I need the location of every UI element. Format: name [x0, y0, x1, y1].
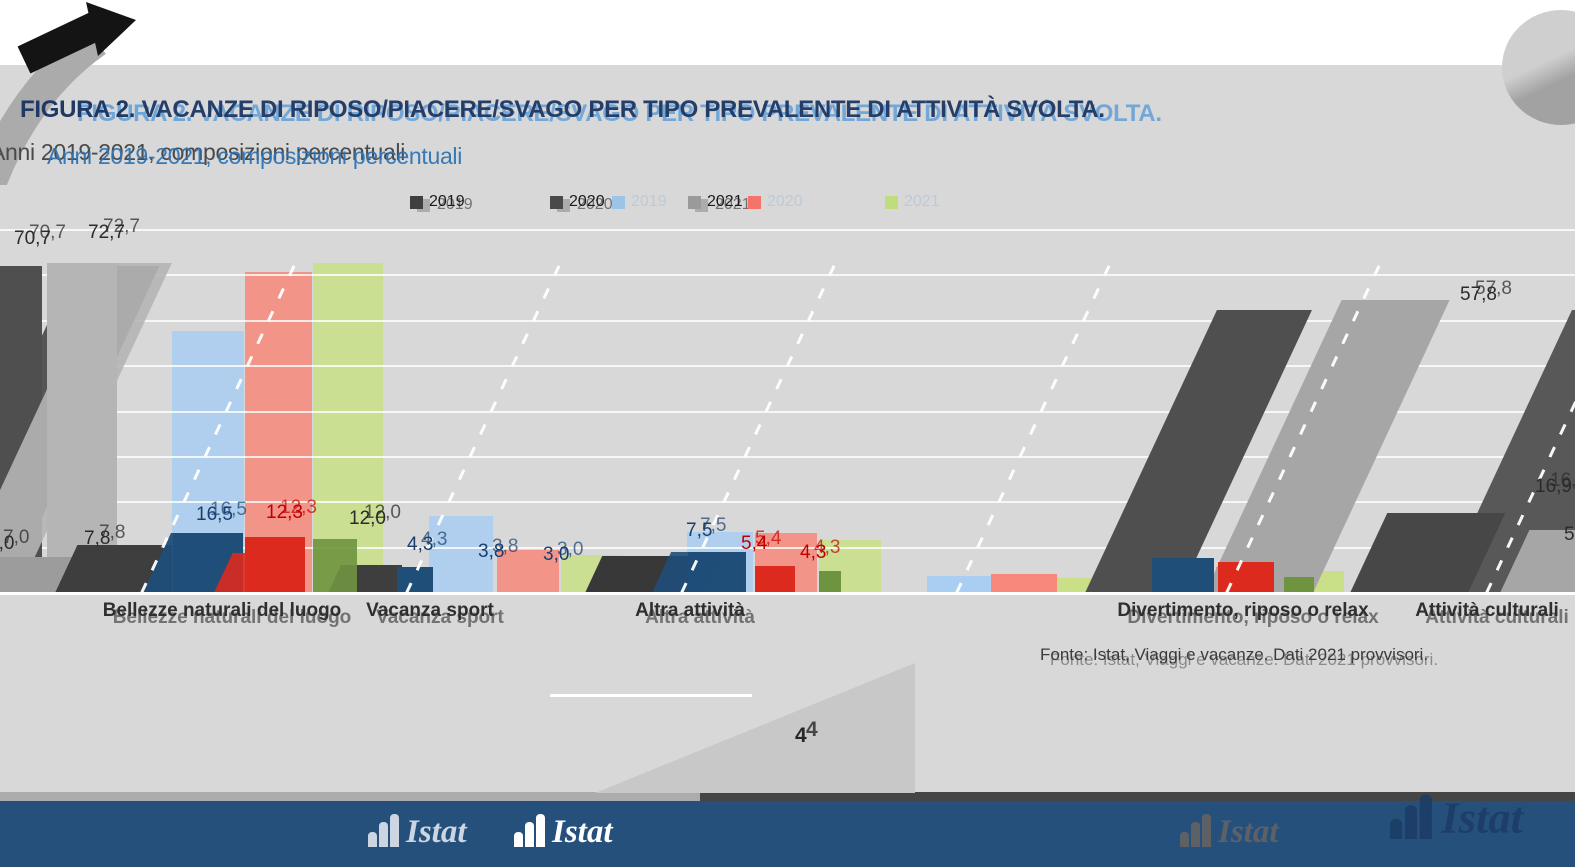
- ghost-axis-line: [550, 694, 752, 697]
- figure-title-text: VACANZE DI RIPOSO/PIACERE/SVAGO PER TIPO…: [135, 96, 1105, 123]
- istat-logo-ghost-icon: Istat: [368, 814, 467, 850]
- figure-title-ghost: FIGURA 2. VACANZE DI RIPOSO/PIACERE/SVAG…: [77, 100, 1162, 128]
- bar: [313, 263, 383, 593]
- legend-swatch: [885, 195, 898, 209]
- bar: [755, 566, 795, 593]
- gridline-30: [0, 455, 1575, 458]
- value-label: 16,9: [1535, 476, 1572, 497]
- legend-item-2020: 2020: [550, 193, 605, 211]
- istat-logo-word: Istat: [1441, 794, 1524, 844]
- gridline-10: [0, 546, 1575, 549]
- legend-swatch: [688, 195, 701, 209]
- legend-swatch: [612, 195, 625, 209]
- legend-item-2019: 2019: [410, 193, 465, 211]
- figure-subtitle-ghost: Anni 2019-2021, composizioni percentuali: [0, 139, 406, 165]
- figure-label-ghost: FIGURA 2.: [77, 100, 193, 127]
- legend-item-2020-ghost: 2020: [748, 193, 803, 211]
- legend-label: 2021: [904, 193, 940, 210]
- page-number: 4: [795, 724, 807, 747]
- value-label: 16,5: [196, 504, 233, 525]
- category-label: Bellezze naturali del luogo: [102, 600, 342, 621]
- legend-swatch: [550, 195, 563, 209]
- x-axis-line: [0, 592, 1575, 595]
- value-label: 12,0: [349, 508, 386, 529]
- gridline-60: [0, 319, 1575, 322]
- istat-logo-bars: [514, 814, 545, 847]
- bar: [313, 539, 357, 593]
- bar: [497, 550, 559, 593]
- istat-logo-bars: [368, 814, 399, 847]
- legend-item-2021: 2021: [688, 193, 743, 211]
- figure-title-text-ghost: VACANZE DI RIPOSO/PIACERE/SVAGO PER TIPO…: [192, 100, 1162, 127]
- istat-corner-swoosh-icon: [0, 0, 165, 198]
- bar: [991, 574, 1057, 593]
- category-label: Attività culturali: [1415, 600, 1559, 621]
- value-label: 5: [1564, 524, 1575, 545]
- bar: [429, 516, 493, 593]
- legend-label: 2019: [429, 193, 465, 210]
- istat-logo-gray-icon: Istat: [1180, 814, 1279, 850]
- footer-banner: VIAGGI E VACANZE IN ITALIA E ALL'ESTERO …: [0, 801, 1575, 867]
- istat-logo-word: Istat: [552, 814, 613, 850]
- bar: [1284, 577, 1314, 593]
- gridline-20: [0, 501, 1575, 504]
- value-label: 3,8: [478, 541, 505, 562]
- legend-label: 2019: [631, 193, 667, 210]
- value-label: 12,3: [266, 502, 303, 523]
- legend-swatch: [410, 195, 423, 209]
- value-label: 7,5: [686, 520, 713, 541]
- legend-swatch: [748, 195, 761, 209]
- chart-legend: 2019 2020 2021 2019 2020 2021: [0, 193, 1575, 215]
- istat-logo-navy-ghost-icon: Istat: [1390, 794, 1524, 844]
- legend-item-2019-ghost: 2019: [612, 193, 667, 211]
- value-label: 5,4: [741, 533, 768, 554]
- footer-strip-light: [0, 792, 700, 801]
- value-label: 72,7: [88, 222, 125, 243]
- value-label: 4,3: [407, 534, 434, 555]
- figure-label: FIGURA 2.: [20, 96, 136, 123]
- legend-label: 2020: [767, 193, 803, 210]
- value-label: 7,8: [84, 528, 111, 549]
- bar: [1152, 558, 1214, 593]
- category-label: Divertimento, riposo o relax: [1117, 600, 1369, 621]
- istat-logo-bars: [1180, 814, 1211, 847]
- bar: [819, 571, 841, 593]
- legend-label: 2020: [569, 193, 605, 210]
- istat-logo-bars: [1390, 794, 1432, 839]
- value-label: 4,3: [800, 542, 827, 563]
- istat-logo-word: Istat: [1218, 814, 1279, 850]
- value-label: 7,0: [0, 533, 15, 554]
- legend-item-2021-ghost: 2021: [885, 193, 940, 211]
- figure-subtitle: Anni 2019-2021, composizioni percentuali: [47, 143, 463, 169]
- value-label: 70,7: [14, 228, 51, 249]
- footer-strip-dark: [700, 792, 1575, 801]
- gridline-70: [0, 274, 1575, 277]
- value-label: 3,0: [543, 544, 570, 565]
- source-note: Fonte: Istat, Viaggi e vacanze. Dati 202…: [1040, 645, 1429, 664]
- chart-plot-area: 70,7 72,7 7,0 7,8 16,5 12,3 12,0 4,3 3,8 3,0 7,5 5,…: [0, 222, 1575, 595]
- legend-label: 2021: [707, 193, 743, 210]
- ghost-separator-line: [955, 258, 1114, 594]
- gridline-80: [0, 229, 1575, 231]
- gridline-40: [0, 410, 1575, 413]
- figure-title: FIGURA 2. VACANZE DI RIPOSO/PIACERE/SVAG…: [20, 96, 1105, 124]
- istat-logo-word: Istat: [406, 814, 467, 850]
- category-label: Altra attività: [635, 600, 745, 621]
- category-label: Vacanza sport: [366, 600, 494, 621]
- istat-logo-white-icon: Istat: [514, 814, 613, 850]
- value-label: 57,8: [1460, 284, 1497, 305]
